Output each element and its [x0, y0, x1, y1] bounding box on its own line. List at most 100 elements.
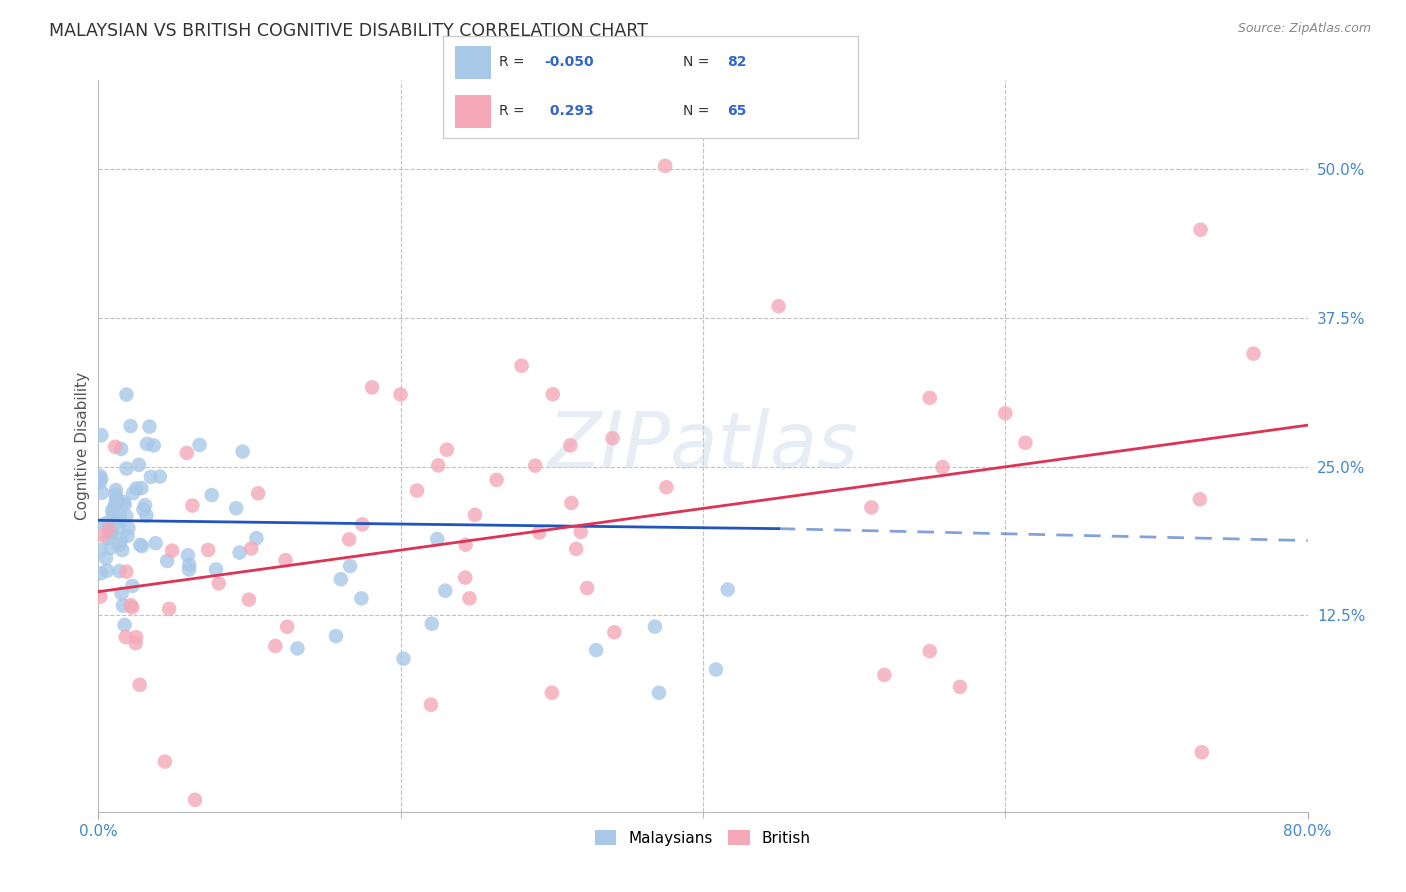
Point — [918, 391, 941, 405]
Point — [352, 517, 374, 532]
Point — [188, 438, 211, 452]
Point — [121, 600, 143, 615]
Point — [361, 380, 384, 394]
Point — [101, 506, 124, 520]
Point — [644, 619, 666, 633]
Point — [225, 501, 247, 516]
Point — [337, 533, 360, 547]
Text: ZIPatlas: ZIPatlas — [547, 408, 859, 484]
Point — [655, 480, 678, 494]
Point — [89, 543, 111, 558]
Point — [208, 576, 231, 591]
Point — [104, 487, 127, 501]
Point — [1188, 492, 1211, 507]
Bar — [456, 95, 491, 128]
Point — [179, 558, 201, 572]
Point — [160, 543, 183, 558]
Point — [603, 625, 626, 640]
Point — [389, 387, 412, 401]
Point — [110, 533, 132, 547]
Point — [949, 680, 972, 694]
Point — [201, 488, 224, 502]
Point — [93, 517, 115, 532]
Point — [142, 438, 165, 452]
Point — [406, 483, 429, 498]
Point — [510, 359, 533, 373]
Point — [339, 559, 361, 574]
Point — [768, 299, 790, 313]
Legend: Malaysians, British: Malaysians, British — [589, 824, 817, 852]
Point — [128, 678, 150, 692]
Point — [873, 668, 896, 682]
Point — [918, 644, 941, 658]
Text: N =: N = — [683, 55, 714, 70]
Point — [91, 528, 114, 542]
Point — [98, 525, 121, 540]
Point — [228, 546, 250, 560]
Text: -0.050: -0.050 — [544, 55, 595, 70]
Point — [860, 500, 883, 515]
Point — [177, 549, 200, 563]
Point — [427, 458, 450, 473]
Y-axis label: Cognitive Disability: Cognitive Disability — [75, 372, 90, 520]
Point — [157, 602, 180, 616]
Point — [89, 469, 111, 483]
Point — [100, 526, 122, 541]
Point — [121, 579, 143, 593]
Point — [524, 458, 547, 473]
Point — [131, 539, 153, 553]
Text: 82: 82 — [727, 55, 747, 70]
Point — [325, 629, 347, 643]
Point — [107, 520, 129, 534]
Point — [90, 428, 112, 442]
Point — [111, 599, 134, 613]
Point — [420, 698, 443, 712]
Point — [108, 564, 131, 578]
Point — [138, 419, 160, 434]
Text: R =: R = — [499, 104, 529, 118]
Point — [654, 159, 676, 173]
Point — [97, 522, 120, 536]
Point — [108, 538, 131, 552]
Point — [454, 571, 477, 585]
Point — [135, 508, 157, 523]
Point — [576, 581, 599, 595]
Point — [125, 636, 148, 650]
Point — [104, 498, 127, 512]
Point — [89, 475, 111, 490]
Point — [392, 651, 415, 665]
Point — [129, 538, 152, 552]
Point — [245, 531, 267, 545]
Point — [115, 565, 138, 579]
Point — [107, 515, 129, 529]
Point — [110, 509, 132, 524]
Point — [238, 592, 260, 607]
Point — [464, 508, 486, 522]
Point — [97, 515, 120, 529]
Point — [274, 553, 297, 567]
Point — [105, 493, 128, 508]
Point — [145, 536, 167, 550]
Text: MALAYSIAN VS BRITISH COGNITIVE DISABILITY CORRELATION CHART: MALAYSIAN VS BRITISH COGNITIVE DISABILIT… — [49, 22, 648, 40]
Point — [115, 461, 138, 475]
Point — [111, 586, 134, 600]
Point — [540, 686, 562, 700]
Point — [128, 458, 150, 472]
Point — [458, 591, 481, 606]
Point — [287, 641, 309, 656]
Point — [240, 541, 263, 556]
Text: N =: N = — [683, 104, 714, 118]
Point — [132, 502, 155, 516]
Point — [112, 495, 135, 509]
Point — [156, 554, 179, 568]
Point — [585, 643, 607, 657]
Point — [94, 551, 117, 566]
Point — [117, 521, 139, 535]
Point — [89, 590, 111, 604]
Point — [117, 529, 139, 543]
Point — [717, 582, 740, 597]
Point — [205, 562, 228, 576]
Point — [1014, 435, 1036, 450]
Point — [704, 663, 727, 677]
Point — [454, 538, 477, 552]
